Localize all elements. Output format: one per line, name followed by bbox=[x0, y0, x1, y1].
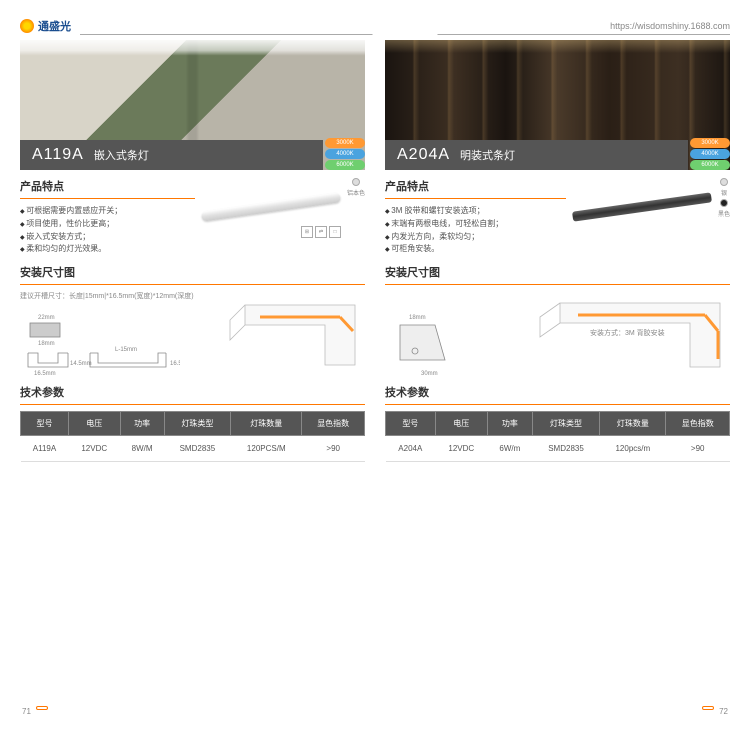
brand: 通盛光 bbox=[20, 18, 71, 34]
color-temp-chips: 3000K 4000K 6000K bbox=[325, 138, 365, 170]
th: 型号 bbox=[21, 412, 69, 436]
feature-item: 3M 胶带和螺钉安装选项； bbox=[385, 205, 566, 218]
model-code: A119A bbox=[32, 146, 84, 164]
features-list: 3M 胶带和螺钉安装选项； 末端有两根电线，可轻松自割； 内发光方向，柔软均匀；… bbox=[385, 205, 566, 256]
dims-title: 安装尺寸图 bbox=[20, 264, 365, 280]
th: 型号 bbox=[386, 412, 436, 436]
finish-label: 银 bbox=[721, 188, 727, 197]
chip-4000k: 4000K bbox=[690, 149, 730, 159]
model-code: A204A bbox=[397, 146, 450, 164]
th: 显色指数 bbox=[302, 412, 365, 436]
feature-item: 内发光方向，柔软均匀； bbox=[385, 231, 566, 244]
dimension-diagram-right: 18mm 30mm 安装方式：3M 背胶安装 bbox=[385, 291, 730, 376]
svg-text:16.5mm: 16.5mm bbox=[34, 371, 56, 375]
header-divider bbox=[80, 34, 730, 35]
chip-6000k: 6000K bbox=[690, 160, 730, 170]
td: >90 bbox=[302, 436, 365, 462]
spec-icon: ⊞ bbox=[301, 226, 313, 238]
th: 灯珠类型 bbox=[164, 412, 231, 436]
header: 通盛光 https://wisdomshiny.1688.com bbox=[20, 18, 730, 34]
hero-image-left: A119A 嵌入式条灯 3000K 4000K 6000K bbox=[20, 40, 365, 170]
title-box-left: A119A 嵌入式条灯 bbox=[20, 140, 323, 170]
svg-text:30mm: 30mm bbox=[421, 371, 438, 377]
th: 功率 bbox=[487, 412, 532, 436]
th: 灯珠数量 bbox=[600, 412, 666, 436]
iso-drawing: 安装方式：3M 背胶安装 bbox=[530, 295, 730, 375]
hero-image-right: A204A 明装式条灯 3000K 4000K 6000K bbox=[385, 40, 730, 170]
td: A204A bbox=[386, 436, 436, 462]
finish-dot-silver bbox=[720, 178, 728, 186]
spec-icon: □ bbox=[329, 226, 341, 238]
chip-3000k: 3000K bbox=[325, 138, 365, 148]
feature-item: 项目使用，性价比更高； bbox=[20, 218, 195, 231]
specs-table-right: 型号 电压 功率 灯珠类型 灯珠数量 显色指数 A204A 12VDC 6W/m… bbox=[385, 411, 730, 462]
dims-title: 安装尺寸图 bbox=[385, 264, 730, 280]
td: 12VDC bbox=[435, 436, 487, 462]
td: 120pcs/m bbox=[600, 436, 666, 462]
svg-text:安装方式：3M 背胶安装: 安装方式：3M 背胶安装 bbox=[590, 328, 665, 337]
profile-drawing: 22mm 18mm 16.5mm 14.5mm L-15mm 16.5mm bbox=[20, 305, 180, 375]
td: >90 bbox=[666, 436, 730, 462]
td: 8W/M bbox=[120, 436, 164, 462]
iso-drawing bbox=[225, 295, 365, 375]
th: 电压 bbox=[435, 412, 487, 436]
td: SMD2835 bbox=[164, 436, 231, 462]
page-number-right: 72 bbox=[719, 707, 728, 716]
svg-text:L-15mm: L-15mm bbox=[115, 347, 137, 353]
svg-text:22mm: 22mm bbox=[38, 315, 55, 321]
svg-text:16.5mm: 16.5mm bbox=[170, 361, 180, 367]
features-title: 产品特点 bbox=[20, 178, 195, 194]
dimension-diagram-left: 建议开槽尺寸：长度|15mm|*16.5mm(宽度)*12mm(深度) 22mm… bbox=[20, 291, 365, 376]
model-name: 明装式条灯 bbox=[460, 147, 515, 163]
chip-6000k: 6000K bbox=[325, 160, 365, 170]
feature-item: 末端有两根电线，可轻松自割； bbox=[385, 218, 566, 231]
feature-item: 可柜角安装。 bbox=[385, 243, 566, 256]
brand-text: 通盛光 bbox=[38, 18, 71, 34]
dims-note: 建议开槽尺寸：长度|15mm|*16.5mm(宽度)*12mm(深度) bbox=[20, 291, 194, 301]
page-deco-left bbox=[36, 706, 48, 710]
td: A119A bbox=[21, 436, 69, 462]
th: 显色指数 bbox=[666, 412, 730, 436]
feature-item: 嵌入式安装方式； bbox=[20, 231, 195, 244]
feature-item: 可根据需要内置感应开关； bbox=[20, 205, 195, 218]
product-right-column: A204A 明装式条灯 3000K 4000K 6000K 产品特点 3M 胶带… bbox=[385, 40, 730, 730]
specs-title: 技术参数 bbox=[20, 384, 365, 400]
td: 120PCS/M bbox=[231, 436, 302, 462]
specs-title: 技术参数 bbox=[385, 384, 730, 400]
specs-table-left: 型号 电压 功率 灯珠类型 灯珠数量 显色指数 A119A 12VDC 8W/M… bbox=[20, 411, 365, 462]
features-title: 产品特点 bbox=[385, 178, 566, 194]
color-temp-chips: 3000K 4000K 6000K bbox=[690, 138, 730, 170]
chip-3000k: 3000K bbox=[690, 138, 730, 148]
product-photo-right bbox=[572, 178, 712, 238]
th: 灯珠类型 bbox=[532, 412, 600, 436]
svg-text:14.5mm: 14.5mm bbox=[70, 361, 92, 367]
spec-icon: ⇄ bbox=[315, 226, 327, 238]
product-photo-left: ⊞ ⇄ □ bbox=[201, 178, 341, 238]
finish-dot-black bbox=[720, 199, 728, 207]
td: 6W/m bbox=[487, 436, 532, 462]
finish-options: 银 黑色 bbox=[718, 178, 730, 218]
feature-item: 柔和均匀的灯光效果。 bbox=[20, 243, 195, 256]
th: 功率 bbox=[120, 412, 164, 436]
profile-drawing: 18mm 30mm bbox=[385, 305, 505, 385]
th: 电压 bbox=[68, 412, 120, 436]
title-box-right: A204A 明装式条灯 bbox=[385, 140, 688, 170]
site-url: https://wisdomshiny.1688.com bbox=[610, 21, 730, 31]
model-name: 嵌入式条灯 bbox=[94, 147, 149, 163]
page-deco-right bbox=[702, 706, 714, 710]
page-number-left: 71 bbox=[22, 707, 31, 716]
td: SMD2835 bbox=[532, 436, 600, 462]
svg-text:18mm: 18mm bbox=[409, 315, 426, 321]
svg-text:18mm: 18mm bbox=[38, 341, 55, 347]
finish-dot-silver bbox=[352, 178, 360, 186]
finish-options: 铝本色 bbox=[347, 178, 365, 197]
finish-label: 黑色 bbox=[718, 209, 730, 218]
finish-label: 铝本色 bbox=[347, 188, 365, 197]
brand-logo-icon bbox=[20, 19, 34, 33]
chip-4000k: 4000K bbox=[325, 149, 365, 159]
product-left-column: A119A 嵌入式条灯 3000K 4000K 6000K 产品特点 可根据需要… bbox=[20, 40, 365, 730]
features-list: 可根据需要内置感应开关； 项目使用，性价比更高； 嵌入式安装方式； 柔和均匀的灯… bbox=[20, 205, 195, 256]
td: 12VDC bbox=[68, 436, 120, 462]
th: 灯珠数量 bbox=[231, 412, 302, 436]
